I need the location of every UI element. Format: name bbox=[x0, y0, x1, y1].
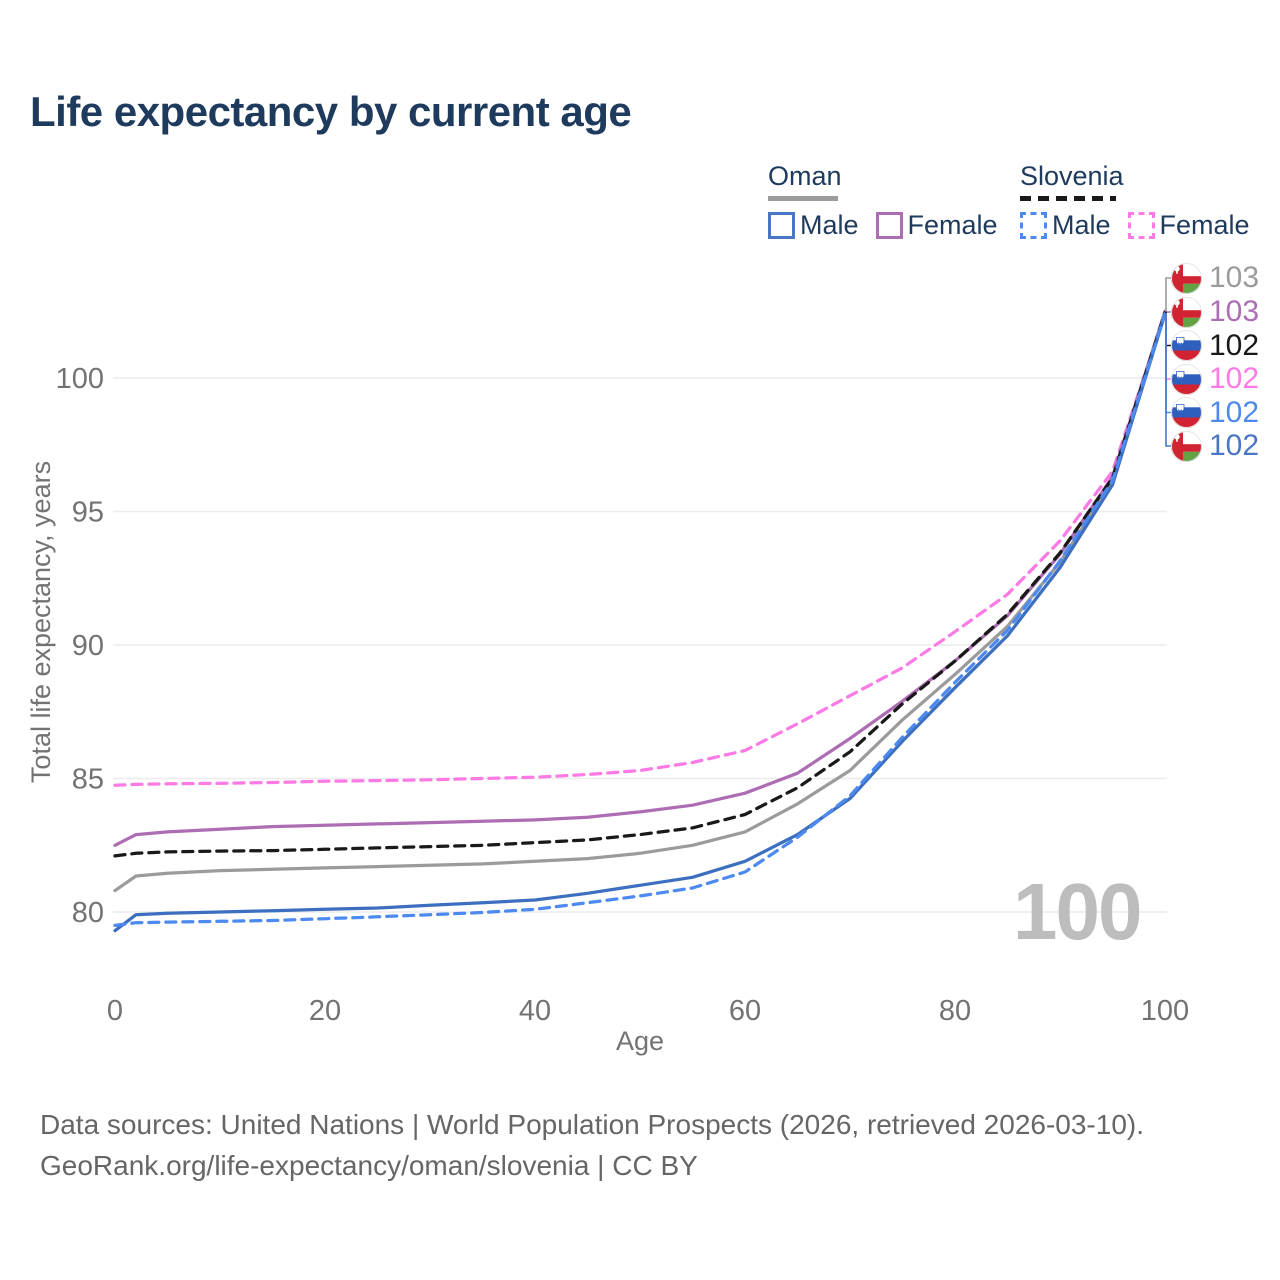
x-tick-label: 60 bbox=[729, 995, 761, 1027]
end-label-value: 102 bbox=[1209, 362, 1260, 395]
chart-title: Life expectancy by current age bbox=[30, 88, 632, 135]
x-tick-label: 80 bbox=[939, 995, 971, 1027]
slovenia-flag-icon bbox=[1171, 330, 1202, 361]
footer-sources-line: Data sources: United Nations | World Pop… bbox=[40, 1109, 1145, 1140]
series-line-oman-female bbox=[113, 309, 1167, 847]
slovenia-flag-icon bbox=[1171, 397, 1202, 428]
gridlines bbox=[113, 377, 1167, 913]
hover-age-watermark: 100 bbox=[1013, 867, 1142, 956]
series-line-slovenia-female bbox=[113, 312, 1167, 787]
end-label-value: 103 bbox=[1209, 261, 1260, 294]
end-label-slovenia-male: 102 bbox=[1171, 395, 1260, 429]
series-line-slovenia-combined bbox=[113, 310, 1167, 858]
y-tick-label: 95 bbox=[72, 497, 104, 529]
label-connectors bbox=[1165, 277, 1172, 447]
legend-slovenia-female[interactable]: Female bbox=[1127, 210, 1250, 241]
legend-oman-male[interactable]: Male bbox=[768, 210, 859, 241]
oman-female-swatch-icon bbox=[875, 212, 903, 239]
legend-oman-female-label: Female bbox=[907, 210, 998, 240]
legend-oman-header[interactable]: Oman bbox=[768, 161, 998, 201]
legend-oman-male-label: Male bbox=[800, 210, 859, 240]
end-label-value: 102 bbox=[1209, 395, 1260, 429]
y-tick-label: 80 bbox=[72, 897, 104, 929]
x-axis-title: Age bbox=[616, 1026, 664, 1056]
legend-slovenia-male-label: Male bbox=[1052, 210, 1111, 240]
end-label-value: 102 bbox=[1209, 328, 1260, 362]
oman-flag-icon bbox=[1171, 430, 1202, 462]
legend-slovenia-female-label: Female bbox=[1159, 210, 1250, 240]
end-label-oman-female: 103 bbox=[1171, 295, 1260, 328]
x-tick-label: 0 bbox=[107, 995, 123, 1027]
y-tick-label: 100 bbox=[56, 363, 104, 395]
y-axis-title: Total life expectancy, years bbox=[26, 461, 56, 783]
series-line-oman-male bbox=[113, 312, 1167, 933]
slovenia-flag-icon bbox=[1171, 363, 1202, 395]
footer-attribution-line: GeoRank.org/life-expectancy/oman/sloveni… bbox=[40, 1150, 698, 1181]
oman-flag-icon bbox=[1171, 296, 1202, 328]
slovenia-female-swatch-icon bbox=[1127, 212, 1155, 239]
end-label-connector bbox=[1165, 313, 1172, 447]
footer: Data sources: United Nations | World Pop… bbox=[40, 1104, 1144, 1186]
y-tick-label: 90 bbox=[72, 630, 104, 662]
slovenia-line-swatch bbox=[1020, 196, 1116, 201]
series-line-oman-combined bbox=[113, 309, 1167, 893]
x-tick-label: 100 bbox=[1141, 995, 1189, 1027]
oman-line-swatch bbox=[768, 196, 838, 201]
end-label-value: 102 bbox=[1209, 429, 1260, 462]
legend-group-oman: Oman Male Female bbox=[768, 161, 998, 241]
y-axis-ticks: 80 85 90 95 100 bbox=[56, 363, 104, 929]
legend-slovenia-label: Slovenia bbox=[1020, 161, 1124, 191]
end-label-oman-male: 102 bbox=[1171, 429, 1260, 462]
legend-oman-female[interactable]: Female bbox=[875, 210, 998, 241]
oman-flag-icon bbox=[1171, 262, 1202, 294]
x-axis-ticks: 0 20 40 60 80 100 bbox=[107, 995, 1189, 1027]
oman-male-swatch-icon bbox=[768, 212, 795, 239]
legend-slovenia-header[interactable]: Slovenia bbox=[1020, 161, 1250, 201]
legend-oman-label: Oman bbox=[768, 161, 842, 191]
legend-slovenia-male[interactable]: Male bbox=[1020, 210, 1111, 241]
end-label-connector bbox=[1165, 310, 1172, 313]
end-label-slovenia-female: 102 bbox=[1171, 362, 1260, 395]
series-lines bbox=[113, 309, 1167, 933]
end-label-value: 103 bbox=[1209, 295, 1260, 328]
series-line-slovenia-male bbox=[113, 312, 1167, 928]
x-tick-label: 40 bbox=[519, 995, 551, 1027]
x-tick-label: 20 bbox=[309, 995, 341, 1027]
slovenia-male-swatch-icon bbox=[1020, 212, 1047, 239]
end-label-slovenia-combined: 102 bbox=[1171, 328, 1260, 362]
end-label-oman-combined: 103 bbox=[1171, 261, 1260, 294]
y-tick-label: 85 bbox=[72, 764, 104, 796]
legend-group-slovenia: Slovenia Male Female bbox=[1020, 161, 1250, 241]
